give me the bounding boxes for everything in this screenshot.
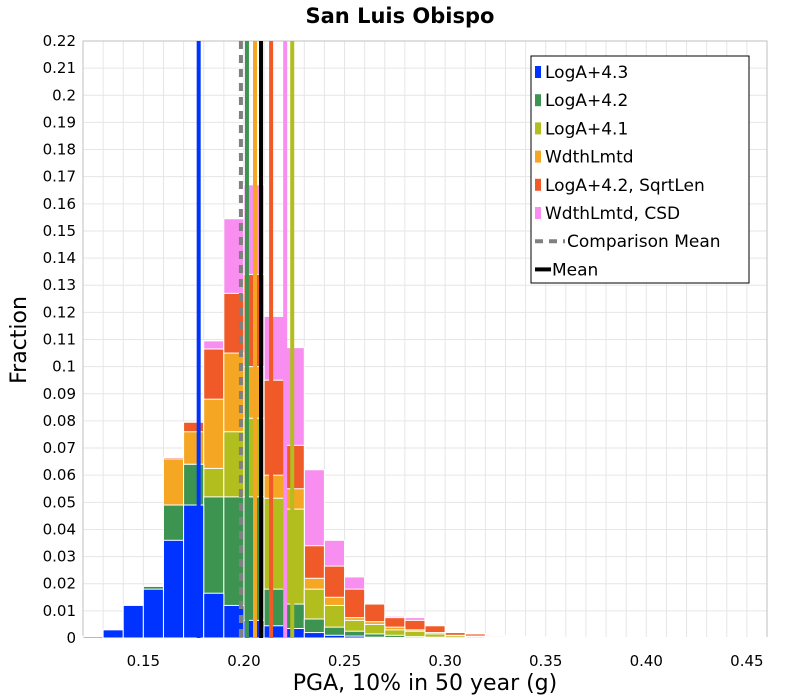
y-tick-label: 0.03 — [43, 548, 76, 566]
bar-loga-4-3 — [283, 628, 305, 639]
y-tick-label: 0.12 — [43, 303, 76, 321]
bar-loga-4-3 — [82, 636, 104, 639]
legend-label: WdthLmtd — [545, 148, 634, 168]
y-tick-label: 0.18 — [43, 141, 76, 159]
y-tick-label: 0 — [66, 629, 76, 647]
bar-loga-4-1 — [504, 636, 527, 639]
chart-title: San Luis Obispo — [306, 4, 495, 28]
x-tick-label: 0.30 — [428, 652, 461, 670]
legend-label: Comparison Mean — [567, 232, 721, 252]
y-axis-ticks: 0 0.01 0.02 0.03 0.04 0.05 0.06 0.07 0.08 0.09 0.1… — [43, 32, 76, 647]
y-tick-label: 0.02 — [43, 575, 76, 593]
legend-label: Mean — [552, 260, 598, 280]
bar-loga-4-3 — [142, 588, 164, 639]
y-tick-label: 0.1 — [52, 358, 76, 376]
legend-swatch-loga-4-1 — [535, 122, 541, 135]
y-tick-label: 0.19 — [43, 113, 76, 131]
y-axis-label: Fraction — [7, 296, 32, 384]
bar-loga-4-3 — [344, 635, 366, 639]
y-tick-label: 0.05 — [43, 493, 76, 511]
y-tick-label: 0.15 — [43, 222, 76, 240]
bar-loga-4-3 — [323, 634, 346, 639]
legend-label: WdthLmtd, CSD — [545, 204, 680, 224]
x-tick-label: 0.25 — [328, 652, 361, 670]
x-axis-label: PGA, 10% in 50 year (g) — [293, 671, 557, 696]
legend-swatch-loga-4-2 — [535, 94, 541, 107]
x-tick-label: 0.35 — [529, 652, 562, 670]
y-tick-label: 0.13 — [43, 276, 76, 294]
y-tick-label: 0.16 — [43, 195, 76, 213]
bar-loga-4-3 — [122, 604, 144, 639]
legend-label: LogA+4.2, SqrtLen — [545, 176, 705, 196]
legend-box — [530, 55, 750, 284]
bar-loga-4-3 — [203, 592, 225, 639]
x-tick-label: 0.15 — [127, 652, 160, 670]
legend-label: LogA+4.3 — [545, 63, 628, 83]
legend: LogA+4.3 LogA+4.2 LogA+4.1 WdthLmtd LogA+4.2… — [530, 55, 750, 284]
y-tick-label: 0.04 — [43, 520, 76, 538]
y-tick-label: 0.01 — [43, 602, 76, 620]
y-tick-label: 0.14 — [43, 249, 76, 267]
y-tick-label: 0.06 — [43, 466, 76, 484]
mean-lines — [196, 41, 295, 638]
y-tick-label: 0.2 — [52, 86, 76, 104]
y-tick-label: 0.08 — [43, 412, 76, 430]
x-tick-label: 0.40 — [630, 652, 663, 670]
y-tick-label: 0.11 — [43, 331, 76, 349]
bar-loga-4-3 — [162, 539, 185, 639]
legend-label: LogA+4.2 — [545, 91, 628, 111]
bar-loga-4-3 — [384, 636, 406, 639]
legend-swatch-loga-4-2-sqrtlen — [535, 178, 541, 191]
bar-loga-4-3 — [303, 632, 325, 639]
y-tick-label: 0.09 — [43, 385, 76, 403]
bar-loga-4-1 — [484, 636, 506, 639]
bar-loga-4-3 — [364, 636, 386, 639]
x-axis-ticks: 0.15 0.20 0.25 0.30 0.35 0.40 0.45 — [127, 652, 764, 670]
histogram-bars — [82, 184, 768, 639]
legend-swatch-wdthlmtd — [535, 150, 541, 163]
x-tick-label: 0.45 — [730, 652, 763, 670]
y-tick-label: 0.07 — [43, 439, 76, 457]
y-tick-label: 0.17 — [43, 168, 76, 186]
y-tick-label: 0.22 — [43, 32, 76, 50]
bar-loga-4-3 — [263, 625, 285, 639]
y-tick-label: 0.21 — [43, 59, 76, 77]
bar-loga-4-3 — [183, 504, 205, 639]
legend-swatch-loga-4-3 — [535, 66, 541, 78]
legend-label: LogA+4.1 — [545, 119, 628, 139]
bar-loga-4-3 — [102, 629, 124, 639]
x-tick-label: 0.20 — [227, 652, 260, 670]
legend-swatch-wdthlmtd-csd — [535, 207, 541, 219]
